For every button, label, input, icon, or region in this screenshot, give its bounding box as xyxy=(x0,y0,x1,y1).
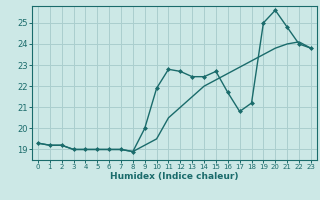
X-axis label: Humidex (Indice chaleur): Humidex (Indice chaleur) xyxy=(110,172,239,181)
